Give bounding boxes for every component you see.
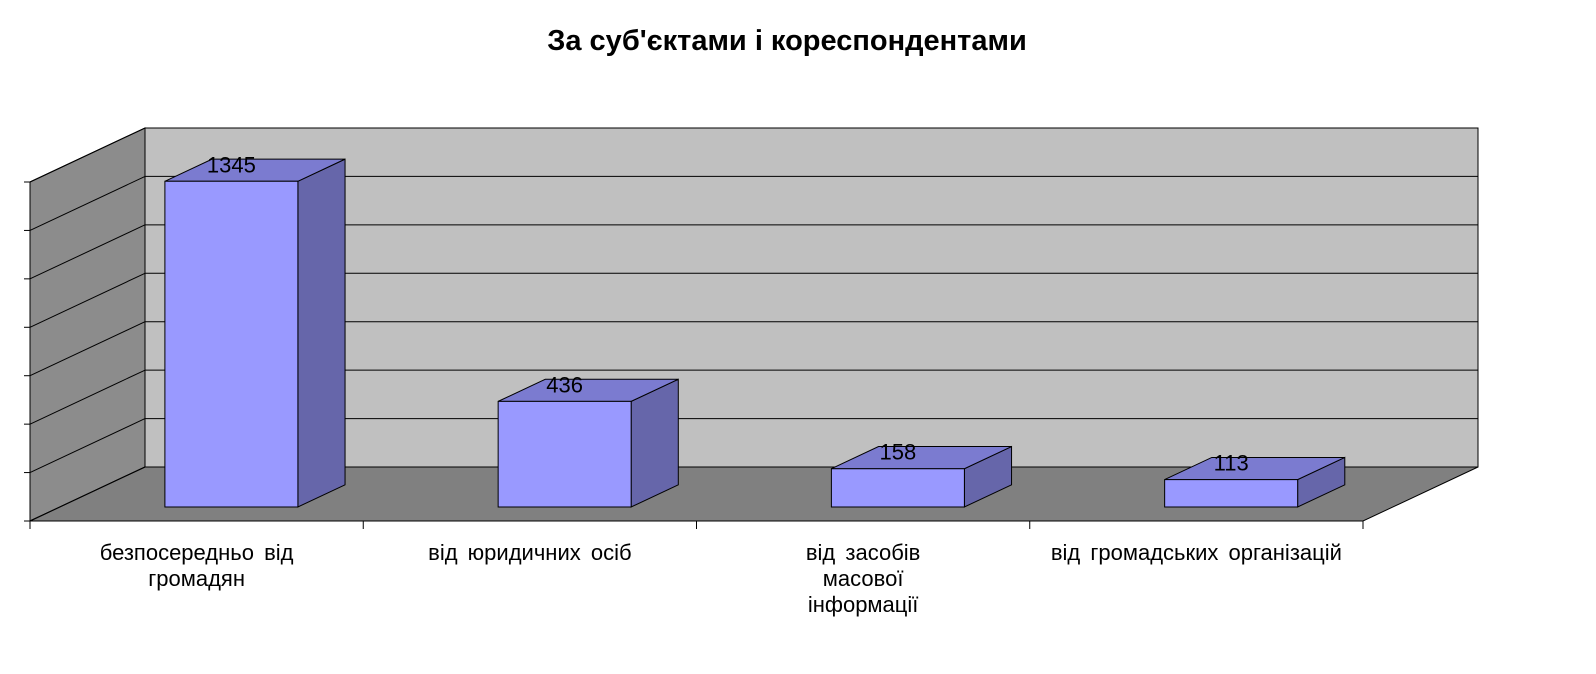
bar — [1164, 479, 1299, 508]
grid-line — [29, 466, 146, 522]
value-label: 158 — [880, 440, 917, 465]
grid-line — [29, 321, 146, 377]
grid-line — [29, 418, 146, 474]
x-tick-label: безпосередньо від громадян — [99, 540, 294, 591]
bar — [164, 180, 299, 508]
grid-line — [29, 127, 146, 183]
bar-side — [297, 158, 346, 508]
value-label: 113 — [1214, 451, 1249, 476]
grid-line — [29, 224, 146, 280]
bar — [497, 400, 632, 508]
x-tick-label: від засобів масової інформації — [805, 540, 921, 617]
bar — [830, 468, 965, 508]
grid-line — [29, 272, 146, 328]
x-tick-label: від громадських організацій — [1050, 540, 1342, 565]
x-tick-label: від юридичних осіб — [428, 540, 632, 565]
grid-line — [29, 175, 146, 231]
value-label: 1345 — [207, 152, 256, 177]
side-wall — [29, 127, 146, 522]
grid-line — [29, 369, 146, 425]
chart-title: За суб'єктами і кореспондентами — [547, 25, 1027, 57]
value-label: 436 — [546, 372, 583, 397]
